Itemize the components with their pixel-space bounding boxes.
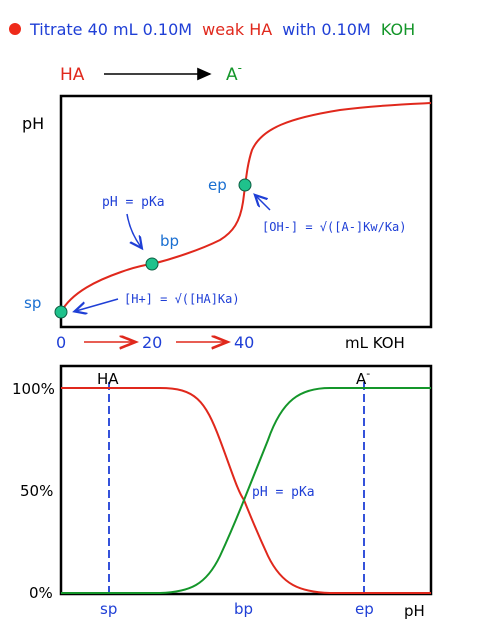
reaction-product-charge: - (238, 61, 242, 75)
point-ep (238, 178, 252, 192)
annotation-bp: pH = pKa (102, 195, 165, 210)
top-xlabel: mL KOH (345, 334, 405, 352)
bottom-ytick-0: 0% (29, 584, 53, 602)
series-HA-curve (61, 387, 431, 594)
top-ylabel: pH (22, 114, 44, 133)
bottom-ytick-100: 100% (12, 380, 55, 398)
bottom-xtick-ep: ep (355, 600, 374, 618)
title-part-3: with 0.10M (282, 20, 370, 39)
reaction-product: A- (226, 61, 242, 85)
series-label-A-symbol: A (356, 370, 367, 388)
top-plot-frame (59, 94, 433, 329)
series-label-A-charge: - (366, 367, 370, 380)
bottom-xtick-sp: sp (100, 600, 117, 618)
series-A-curve (61, 387, 431, 594)
label-sp: sp (24, 294, 41, 312)
annotation-bp-arrow (126, 213, 141, 247)
reaction-product-symbol: A (226, 65, 238, 85)
title-part-4: KOH (381, 20, 415, 39)
annotation-sp: [H+] = √([HA]Ka) (124, 292, 240, 306)
bottom-annotation-pka: pH = pKa (252, 485, 315, 500)
bottom-xlabel: pH (404, 602, 425, 620)
title-part-2: weak HA (202, 20, 272, 39)
top-xtick-40: 40 (234, 333, 254, 352)
point-sp (54, 305, 68, 319)
bottom-ytick-50: 50% (20, 482, 53, 500)
title-bullet (9, 23, 21, 35)
titration-curve (60, 102, 432, 313)
annotation-sp-arrow (76, 298, 119, 311)
title-text: Titrate 40 mL 0.10M weak HA with 0.10M K… (29, 20, 415, 39)
point-bp (145, 257, 159, 271)
series-label-A: A- (356, 367, 370, 388)
top-xtick-0: 0 (56, 333, 66, 352)
label-ep: ep (208, 176, 227, 194)
top-xtick-20: 20 (142, 333, 162, 352)
annotation-ep: [OH-] = √([A-]Kw/Ka) (262, 220, 407, 234)
reaction-reactant: HA (60, 65, 85, 85)
title-part-1: Titrate 40 mL 0.10M (29, 20, 192, 39)
annotation-ep-arrow (256, 196, 271, 211)
series-label-HA: HA (97, 370, 119, 388)
species-fraction-chart: 100% 50% 0% HA A- pH = pKa sp bp ep pH (12, 364, 433, 620)
label-bp: bp (160, 232, 179, 250)
titration-curve-chart: pH sp bp ep pH = pKa [OH-] = √([A-]Kw/Ka… (22, 94, 433, 352)
bottom-xtick-bp: bp (234, 600, 253, 618)
bottom-plot-frame (59, 364, 433, 596)
